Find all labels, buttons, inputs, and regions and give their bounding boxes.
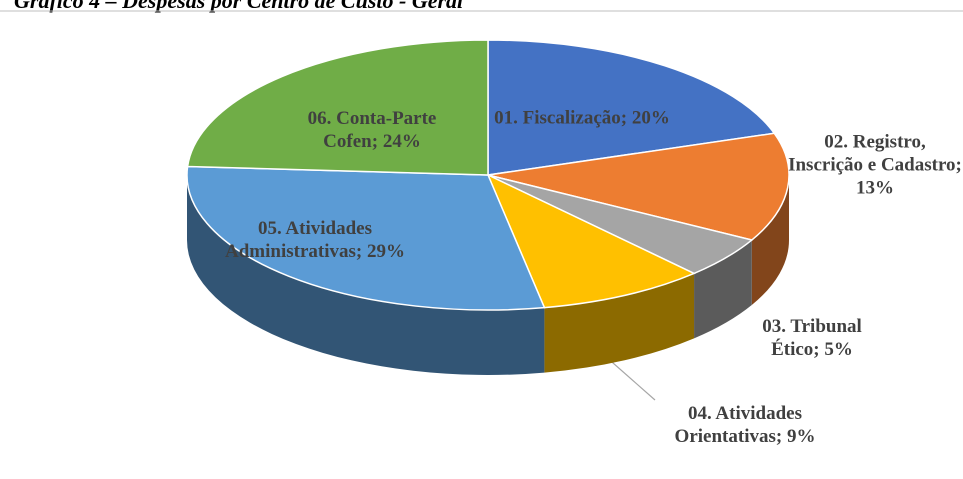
value-label: 5% xyxy=(824,339,853,360)
chart-title: Gráfico 4 – Despesas por Centro de Custo… xyxy=(14,0,464,13)
slice xyxy=(186,39,489,176)
category-label: 05. Atividades Administrativas; xyxy=(225,218,373,262)
data-label: 04. Atividades Orientativas; 9% xyxy=(653,402,838,448)
value-label: 13% xyxy=(856,177,894,199)
slice xyxy=(487,132,790,241)
value-label: 9% xyxy=(786,426,816,447)
category-label: 03. Tribunal Ético; xyxy=(762,316,862,360)
category-label: 01. Fiscalização; xyxy=(494,107,628,129)
slice-side xyxy=(751,175,789,306)
category-label: 02. Registro, Inscrição e Cadastro; xyxy=(788,131,962,176)
category-label: 04. Atividades Orientativas; xyxy=(674,403,803,447)
data-label: 03. Tribunal Ético; 5% xyxy=(747,315,877,361)
data-label: 02. Registro, Inscrição e Cadastro; 13% xyxy=(788,131,963,200)
slice xyxy=(487,39,776,176)
category-label: 06. Conta-Parte Cofen; xyxy=(307,108,437,152)
data-label: 01. Fiscalização; 20% xyxy=(492,107,672,130)
value-label: 24% xyxy=(382,131,421,152)
data-label: 06. Conta-Parte Cofen; 24% xyxy=(282,107,462,153)
slice-side xyxy=(544,273,695,373)
slice-side xyxy=(694,240,752,339)
slice-side xyxy=(187,175,545,375)
data-label: 05. Atividades Administrativas; 29% xyxy=(210,217,420,263)
slice xyxy=(186,165,546,311)
pie-sides xyxy=(187,175,789,375)
pie-tops xyxy=(186,39,790,311)
value-label: 20% xyxy=(631,107,670,129)
value-label: 29% xyxy=(366,241,405,262)
slice xyxy=(486,173,696,309)
